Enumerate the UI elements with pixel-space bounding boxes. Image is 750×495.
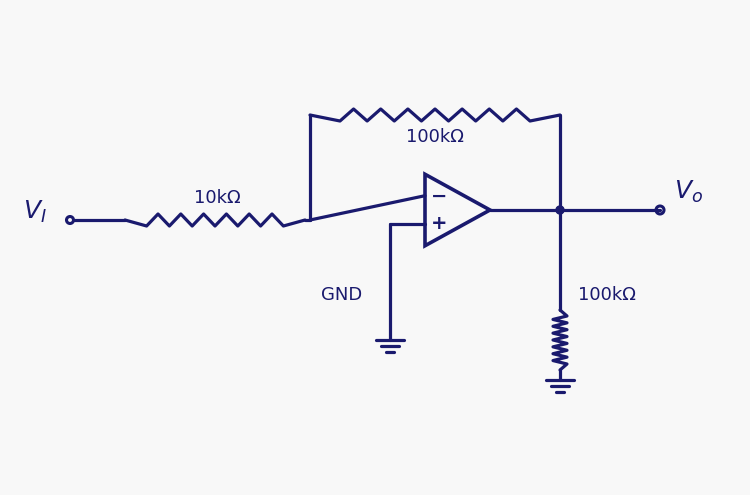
Text: $V_o$: $V_o$ — [674, 179, 703, 205]
Text: GND: GND — [321, 286, 363, 304]
Text: +: + — [430, 214, 447, 233]
Text: −: − — [430, 187, 447, 206]
Text: 100kΩ: 100kΩ — [578, 286, 636, 304]
Text: 100kΩ: 100kΩ — [406, 128, 464, 146]
Text: $V_I$: $V_I$ — [23, 199, 47, 225]
Text: 10kΩ: 10kΩ — [194, 189, 241, 207]
Circle shape — [556, 206, 564, 214]
